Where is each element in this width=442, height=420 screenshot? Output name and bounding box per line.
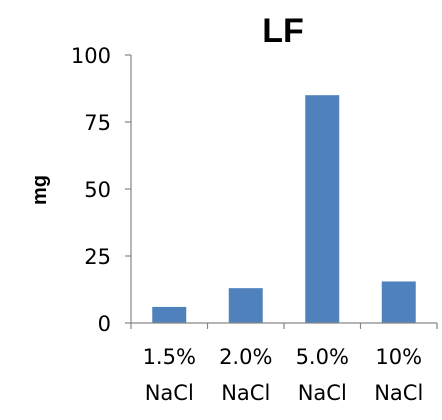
bar (152, 306, 187, 323)
y-tick-label: 0 (98, 312, 111, 336)
x-tick-label: NaCl (374, 381, 423, 405)
axes-group (130, 55, 438, 329)
x-tick-label: 10% (375, 345, 422, 369)
x-tick-label: NaCl (298, 381, 347, 405)
y-tick-label: 50 (84, 178, 111, 202)
y-tick-label: 25 (84, 245, 111, 269)
x-tick-label: 5.0% (296, 345, 349, 369)
y-axis-ticks: 0 25 50 75 100 (71, 44, 131, 336)
bar (228, 288, 263, 323)
y-axis-label: mg (29, 175, 51, 205)
bars-group (152, 95, 416, 323)
x-tick-label: 1.5% (143, 345, 196, 369)
y-tick-label: 75 (84, 111, 111, 135)
chart-title: LF (262, 12, 304, 50)
bar (305, 95, 340, 323)
bar (381, 281, 416, 323)
x-tick-label: NaCl (221, 381, 270, 405)
x-axis-ticks: 1.5% NaCl 2.0% NaCl 5.0% NaCl 10% NaCl (143, 345, 424, 405)
x-tick-label: NaCl (145, 381, 194, 405)
y-tick-label: 100 (71, 44, 111, 68)
x-tick-label: 2.0% (219, 345, 272, 369)
